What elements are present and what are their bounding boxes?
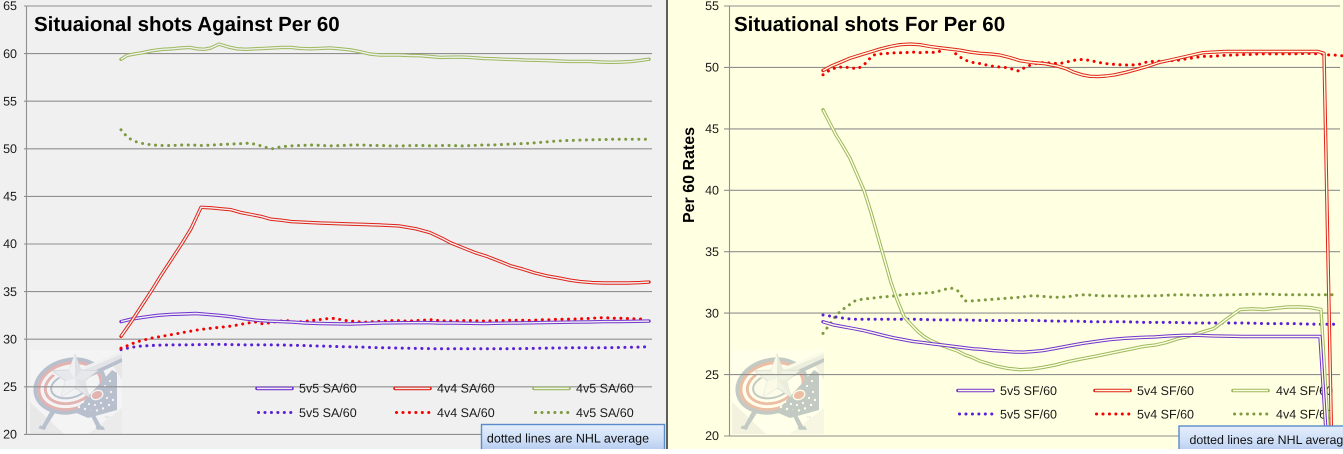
svg-text:20: 20	[705, 429, 719, 443]
svg-text:65: 65	[3, 0, 17, 13]
svg-text:™: ™	[806, 416, 812, 422]
svg-text:™: ™	[104, 416, 110, 422]
svg-text:45: 45	[3, 190, 17, 204]
svg-text:20: 20	[3, 428, 17, 442]
svg-text:Per 60 Rates: Per 60 Rates	[681, 127, 698, 223]
svg-text:50: 50	[3, 142, 17, 156]
svg-text:5v5 SF/60: 5v5 SF/60	[1000, 407, 1057, 421]
svg-text:30: 30	[705, 306, 719, 320]
svg-text:dotted lines are NHL average: dotted lines are NHL average	[487, 432, 649, 446]
svg-text:4v5 SA/60: 4v5 SA/60	[576, 382, 634, 396]
svg-text:4v4 SA/60: 4v4 SA/60	[437, 382, 495, 396]
svg-text:40: 40	[3, 237, 17, 251]
svg-text:55: 55	[705, 0, 719, 13]
svg-text:60: 60	[3, 47, 17, 61]
svg-text:5v5 SA/60: 5v5 SA/60	[299, 406, 357, 420]
svg-text:45: 45	[705, 122, 719, 136]
svg-text:Situational shots For Per 60: Situational shots For Per 60	[734, 13, 1005, 36]
svg-text:25: 25	[705, 368, 719, 382]
svg-text:4v4 SA/60: 4v4 SA/60	[437, 406, 495, 420]
svg-text:40: 40	[705, 184, 719, 198]
svg-text:5v4 SF/60: 5v4 SF/60	[1137, 407, 1194, 421]
svg-text:5v5 SF/60: 5v5 SF/60	[1000, 384, 1057, 398]
svg-text:25: 25	[3, 380, 17, 394]
svg-text:5v4 SF/60: 5v4 SF/60	[1137, 384, 1194, 398]
svg-text:5v5 SA/60: 5v5 SA/60	[299, 382, 357, 396]
svg-text:Situaional shots Against Per 6: Situaional shots Against Per 60	[34, 13, 340, 36]
svg-text:dotted lines are NHL average: dotted lines are NHL average	[1190, 433, 1343, 447]
svg-text:35: 35	[705, 245, 719, 259]
svg-text:35: 35	[3, 285, 17, 299]
svg-text:50: 50	[705, 61, 719, 75]
svg-text:55: 55	[3, 94, 17, 108]
svg-text:30: 30	[3, 332, 17, 346]
svg-text:4v5 SA/60: 4v5 SA/60	[576, 406, 634, 420]
